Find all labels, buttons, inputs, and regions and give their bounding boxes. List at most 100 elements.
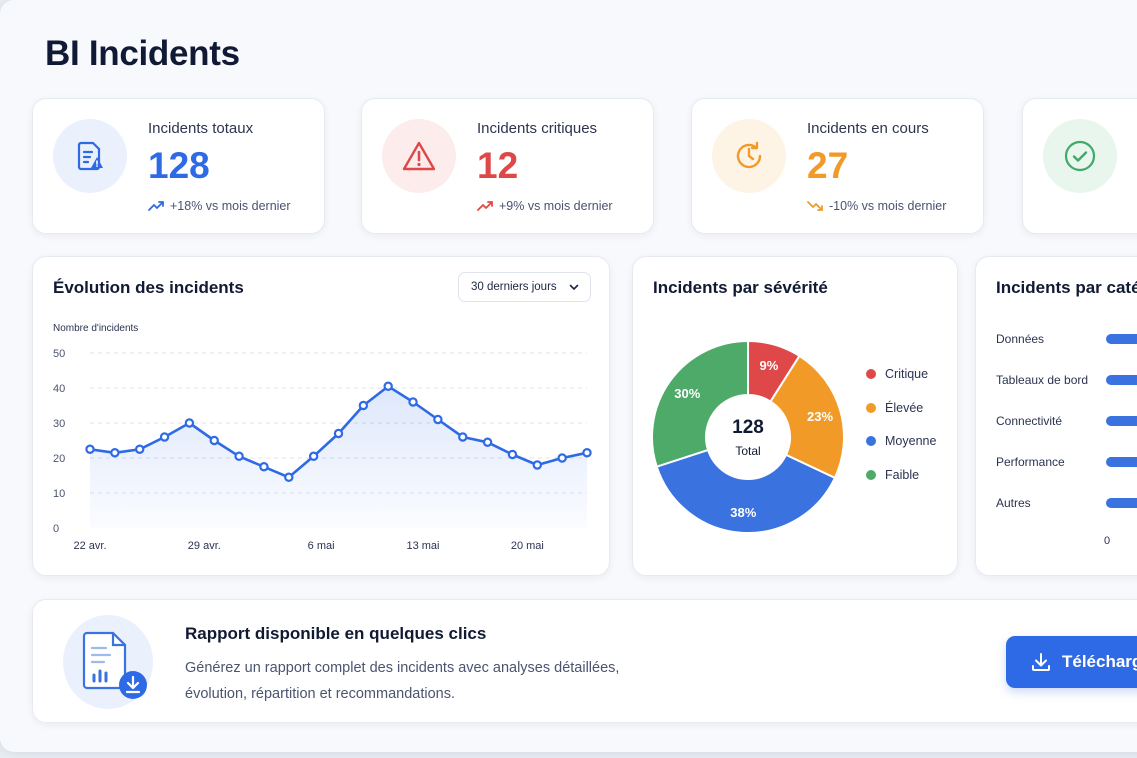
evolution-title: Évolution des incidents xyxy=(53,278,244,297)
data-point xyxy=(184,418,195,428)
kpi-card-critical[interactable]: Incidents critiques 12 +9% vs mois derni… xyxy=(361,98,654,234)
report-title: Rapport disponible en quelques clics xyxy=(185,624,487,643)
report-description-line: évolution, répartition et recommandation… xyxy=(185,686,456,702)
data-point xyxy=(209,435,219,446)
kpi-label: Incidents en cours xyxy=(807,120,929,137)
pie-center-value: 128 xyxy=(732,417,764,438)
kpi-trend-text: -10% vs mois dernier xyxy=(829,199,947,213)
warning-triangle-icon xyxy=(382,119,456,193)
severity-title: Incidents par sévérité xyxy=(653,278,828,297)
page-title: BI Incidents xyxy=(45,34,240,73)
category-bar xyxy=(1106,457,1137,467)
period-select-value: 30 derniers jours xyxy=(471,281,557,293)
kpi-trend: -10% vs mois dernier xyxy=(807,199,946,213)
kpi-trend-text: +9% vs mois dernier xyxy=(499,199,613,213)
kpi-value: 27 xyxy=(807,145,849,186)
pie-value-label: 9% xyxy=(760,358,779,373)
report-description-line: Générez un rapport complet des incidents… xyxy=(185,660,620,676)
kpi-card-resolved[interactable] xyxy=(1022,98,1137,234)
y-tick-label: 10 xyxy=(53,488,65,500)
category-label: Tableaux de bord xyxy=(996,373,1089,387)
data-point xyxy=(284,472,294,482)
category-bar xyxy=(1106,498,1137,508)
legend-item: Faible xyxy=(866,468,919,482)
x-tick-label: 22 avr. xyxy=(73,540,106,552)
data-point xyxy=(482,437,493,447)
data-point xyxy=(458,432,468,442)
y-tick-label: 0 xyxy=(53,523,59,535)
x-tick-label: 6 mai xyxy=(308,540,335,552)
data-point xyxy=(159,432,170,442)
data-point xyxy=(333,428,344,439)
data-point xyxy=(532,460,542,470)
data-point xyxy=(259,462,269,472)
data-point xyxy=(110,448,120,458)
trend-up-icon xyxy=(148,201,164,211)
pie-center xyxy=(706,395,790,479)
trend-up-icon xyxy=(477,201,493,211)
legend-swatch xyxy=(866,402,876,413)
legend-label: Moyenne xyxy=(885,434,937,448)
legend-label: Critique xyxy=(885,367,929,381)
report-description: Générez un rapport complet des incidents… xyxy=(185,655,705,707)
pie-center-label: Total xyxy=(735,444,761,458)
pie-slice-moyenne xyxy=(655,448,837,534)
kpi-label: Incidents totaux xyxy=(148,120,254,137)
pie-value-label: 30% xyxy=(674,386,700,401)
data-point xyxy=(85,444,95,454)
clock-refresh-icon xyxy=(712,119,786,193)
trend-down-icon xyxy=(807,201,823,211)
y-tick-label: 40 xyxy=(53,383,65,395)
severity-chart-card: Incidents par sévérité 9% 23% 38% 30% 128 T… xyxy=(632,256,958,576)
data-point xyxy=(134,444,145,454)
data-point xyxy=(557,453,567,463)
category-bar xyxy=(1106,416,1137,426)
period-select[interactable]: 30 derniers jours xyxy=(458,272,591,302)
pie-chart: 9% 23% 38% 30% xyxy=(651,339,845,534)
kpi-trend: +9% vs mois dernier xyxy=(477,199,613,213)
line-chart: 0 10 20 30 40 50 22 avr. 29 avr. 6 mai 13 mai 20 m… xyxy=(53,348,592,552)
x-tick-label: 20 mai xyxy=(511,540,544,552)
category-bar xyxy=(1106,375,1137,385)
category-bar xyxy=(1106,334,1137,344)
kpi-card-ongoing[interactable]: Incidents en cours 27 -10% vs mois derni… xyxy=(691,98,984,234)
category-axis-tick: 0 xyxy=(1104,535,1111,547)
legend-label: Faible xyxy=(885,467,920,482)
download-icon xyxy=(1032,653,1050,671)
data-point xyxy=(582,448,592,458)
category-label: Autres xyxy=(996,496,1031,510)
pie-value-label: 38% xyxy=(730,505,756,520)
legend-label: Élevée xyxy=(885,400,924,415)
legend-item: Élevée xyxy=(866,401,923,415)
y-tick-label: 30 xyxy=(53,418,65,430)
data-point xyxy=(433,414,443,425)
kpi-value: 128 xyxy=(148,145,210,186)
data-point xyxy=(507,449,518,460)
data-point xyxy=(308,451,319,461)
report-banner: Rapport disponible en quelques clics Gén… xyxy=(32,599,1137,723)
y-tick-label: 20 xyxy=(53,453,65,465)
download-report-button[interactable]: Télécharg xyxy=(1006,636,1137,688)
report-document-icon xyxy=(63,615,153,709)
kpi-label: Incidents critiques xyxy=(477,120,598,137)
check-circle-icon xyxy=(1043,119,1117,193)
data-point xyxy=(408,397,418,407)
chevron-down-icon xyxy=(569,284,579,291)
evolution-chart-card: Évolution des incidents 30 derniers jour… xyxy=(32,256,610,576)
kpi-trend-text: +18% vs mois dernier xyxy=(170,199,291,213)
category-chart-card: Incidents par caté Données Tableaux de b… xyxy=(975,256,1137,576)
kpi-card-total[interactable]: Incidents totaux 128 +18% vs mois dernie… xyxy=(32,98,325,234)
x-tick-label: 13 mai xyxy=(406,540,439,552)
legend-item: Critique xyxy=(866,367,928,381)
data-point xyxy=(358,400,369,411)
pie-value-label: 23% xyxy=(807,409,833,424)
line-area xyxy=(90,386,587,528)
data-point xyxy=(234,451,244,461)
category-title: Incidents par caté xyxy=(996,278,1137,297)
legend-swatch xyxy=(866,369,876,379)
legend-swatch xyxy=(866,469,876,480)
legend-swatch xyxy=(866,436,876,446)
y-axis-label: Nombre d'incidents xyxy=(53,323,139,334)
data-point xyxy=(383,381,393,391)
